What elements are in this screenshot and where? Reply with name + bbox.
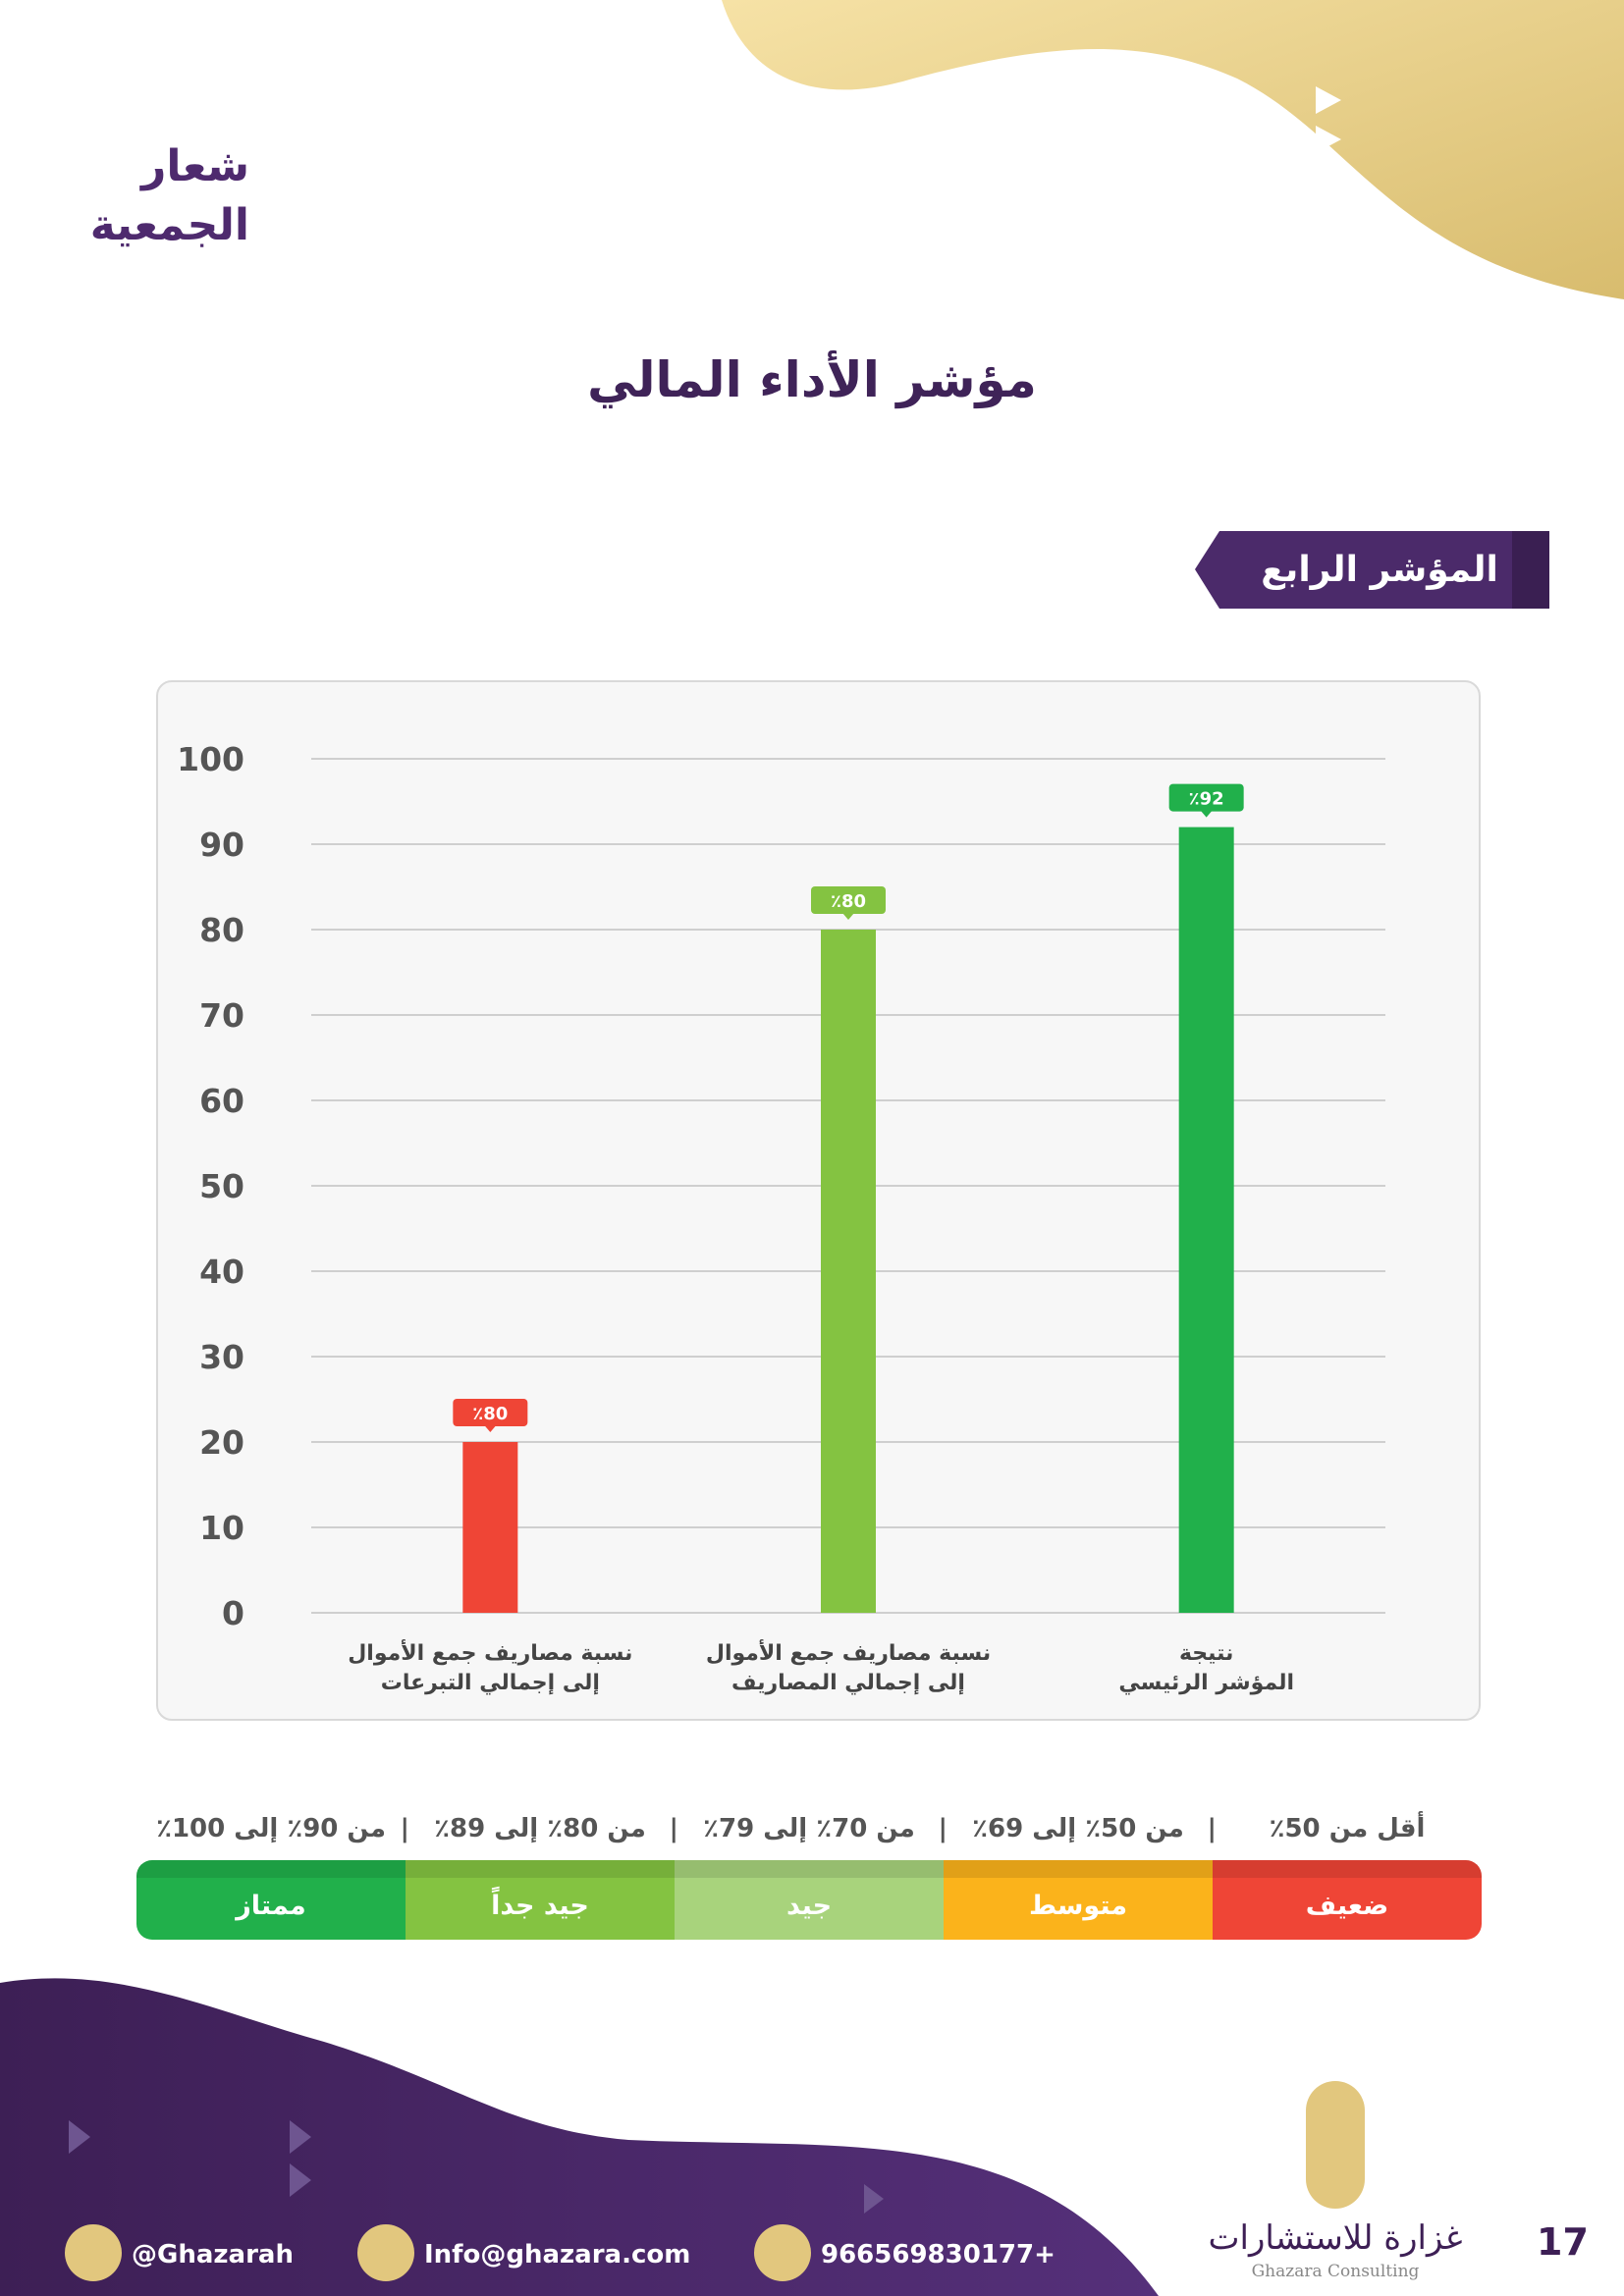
x-tick-label: نتيجة xyxy=(1179,1641,1233,1666)
scale-range: أقل من 50٪ xyxy=(1269,1814,1426,1843)
phone-icon xyxy=(754,2224,811,2281)
twitter-icon xyxy=(65,2224,122,2281)
y-tick-label: 30 xyxy=(199,1338,244,1376)
bar xyxy=(1178,827,1234,1613)
y-tick-label: 20 xyxy=(199,1423,244,1462)
annotation-pointer xyxy=(1200,810,1213,818)
email: Info@ghazara.com xyxy=(424,2240,691,2269)
y-tick-label: 100 xyxy=(177,740,244,778)
y-tick-label: 90 xyxy=(199,826,244,864)
email-icon xyxy=(357,2224,414,2281)
annotation: ٪92 xyxy=(1189,789,1224,810)
scale-range: من 50٪ إلى 69٪ xyxy=(944,1814,1217,1843)
x-tick-label: المؤشر الرئيسي xyxy=(1118,1671,1294,1695)
annotation-box xyxy=(811,886,886,914)
scale-range: من 90٪ إلى 100٪ xyxy=(136,1814,409,1843)
page-number: 17 xyxy=(1537,2220,1589,2264)
y-tick-label: 50 xyxy=(199,1167,244,1205)
logo-text: الجمعية xyxy=(89,200,249,250)
brand-name-en: Ghazara Consulting xyxy=(1251,2262,1420,2281)
annotation: ٪80 xyxy=(472,1404,508,1424)
x-tick-label: إلى إجمالي التبرعات xyxy=(381,1671,600,1695)
y-tick-label: 70 xyxy=(199,996,244,1035)
bar xyxy=(462,1442,518,1613)
page-title: مؤشر الأداء المالي xyxy=(587,351,1037,408)
scale-range: من 80٪ إلى 89٪ xyxy=(406,1814,678,1843)
scale-label: جيد xyxy=(675,1860,944,1940)
chart-frame xyxy=(156,680,1481,1721)
y-tick-label: 60 xyxy=(199,1082,244,1120)
x-tick-label: إلى إجمالي المصاريف xyxy=(731,1671,965,1695)
scale-label: متوسط xyxy=(944,1860,1213,1940)
scale-label: ضعيف xyxy=(1213,1860,1482,1940)
annotation-pointer xyxy=(484,1425,497,1432)
scale-ranges: أقل من 50٪ من 50٪ إلى 69٪ من 70٪ إلى 79٪… xyxy=(136,1814,1482,1843)
annotation-box xyxy=(453,1399,528,1426)
chart: 0 10 20 30 40 50 60 70 80 90 100 نسبة مصاريف جمع ال… xyxy=(177,740,1385,1695)
y-tick-label: 10 xyxy=(199,1509,244,1547)
section-label: المؤشر الرابع xyxy=(1261,550,1498,590)
y-tick-label: 40 xyxy=(199,1253,244,1291)
y-tick-label: 0 xyxy=(222,1594,244,1632)
bar xyxy=(821,930,876,1613)
phone: 966569830177+ xyxy=(821,2240,1056,2269)
x-tick-label: نسبة مصاريف جمع الأموال xyxy=(348,1638,632,1666)
annotation: ٪80 xyxy=(831,891,866,912)
scale-bar: ضعيف متوسط جيد جيد جداً ممتاز xyxy=(136,1860,1482,1940)
scale-label: ممتاز xyxy=(136,1860,406,1940)
scale-label: جيد جداً xyxy=(406,1860,675,1940)
brand-name: غزارة للاستشارات xyxy=(1208,2218,1463,2258)
y-tick-label: 80 xyxy=(199,911,244,949)
annotation-box xyxy=(1168,783,1244,812)
scale-range: من 70٪ إلى 79٪ xyxy=(675,1814,947,1843)
twitter: @Ghazarah xyxy=(132,2240,294,2269)
annotation-pointer xyxy=(842,913,854,920)
brand-logo xyxy=(1306,2081,1365,2209)
logo-text: شعار xyxy=(141,141,249,191)
x-tick-label: نسبة مصاريف جمع الأموال xyxy=(706,1638,991,1666)
